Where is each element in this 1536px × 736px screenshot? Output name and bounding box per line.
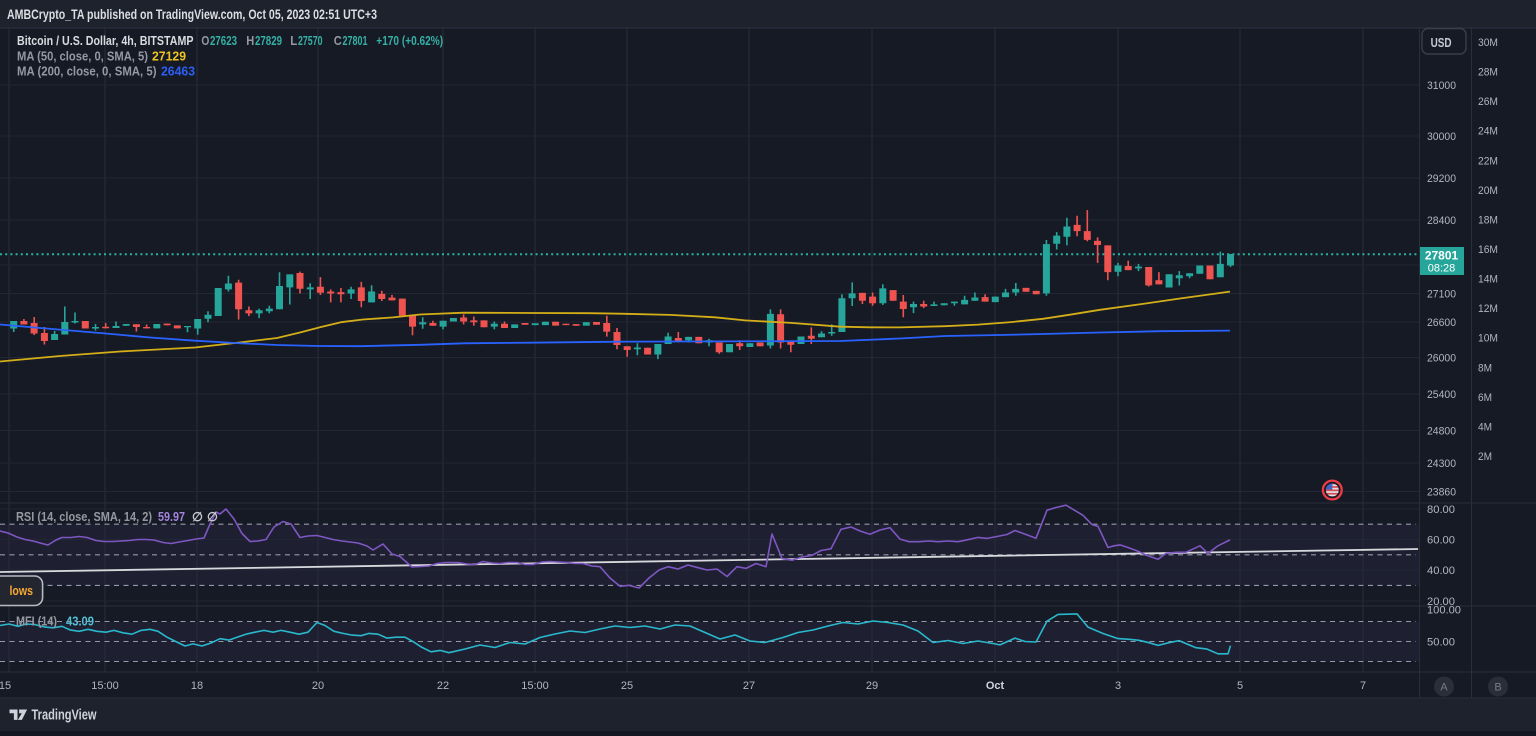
svg-text:15: 15 <box>0 680 11 692</box>
svg-text:60.00: 60.00 <box>1427 535 1455 547</box>
svg-text:H: H <box>246 33 254 48</box>
svg-text:15:00: 15:00 <box>521 680 549 692</box>
svg-text:50.00: 50.00 <box>1427 637 1455 649</box>
svg-text:43.09: 43.09 <box>66 614 94 629</box>
svg-text:12M: 12M <box>1478 303 1498 315</box>
svg-text:27801: 27801 <box>343 33 368 48</box>
svg-text:3: 3 <box>1115 680 1121 692</box>
svg-text:26000: 26000 <box>1427 353 1456 365</box>
svg-text:29: 29 <box>866 680 878 692</box>
svg-text:30M: 30M <box>1478 37 1498 49</box>
svg-text:5: 5 <box>1237 680 1243 692</box>
svg-text:24M: 24M <box>1478 126 1498 138</box>
svg-text:24300: 24300 <box>1427 458 1456 470</box>
svg-text:C: C <box>334 33 343 48</box>
svg-text:100.00: 100.00 <box>1427 605 1461 617</box>
svg-text:27570: 27570 <box>298 33 323 48</box>
svg-text:O: O <box>201 33 209 48</box>
svg-text:14M: 14M <box>1478 274 1498 286</box>
svg-text:MA (200, close, 0, SMA, 5): MA (200, close, 0, SMA, 5) <box>17 64 157 79</box>
svg-text:28M: 28M <box>1478 67 1498 79</box>
svg-text:Oct: Oct <box>986 680 1005 692</box>
svg-text:31000: 31000 <box>1427 80 1456 92</box>
svg-text:22: 22 <box>437 680 449 692</box>
svg-text:20: 20 <box>312 680 324 692</box>
svg-text:∅: ∅ <box>207 510 218 524</box>
svg-text:2M: 2M <box>1478 451 1492 463</box>
svg-text:80.00: 80.00 <box>1427 504 1455 516</box>
svg-text:TradingView: TradingView <box>32 708 98 724</box>
svg-text:RSI (14, close, SMA, 14, 2): RSI (14, close, SMA, 14, 2) <box>16 509 152 524</box>
svg-text:27829: 27829 <box>255 33 282 48</box>
svg-text:26463: 26463 <box>161 64 195 79</box>
svg-text:7: 7 <box>1360 680 1366 692</box>
svg-text:16M: 16M <box>1478 244 1498 256</box>
svg-text:26M: 26M <box>1478 96 1498 108</box>
svg-text:27: 27 <box>743 680 755 692</box>
svg-text:6M: 6M <box>1478 392 1492 404</box>
svg-text:USD: USD <box>1431 35 1452 50</box>
svg-text:29200: 29200 <box>1427 173 1456 185</box>
svg-text:08:28: 08:28 <box>1428 263 1456 275</box>
svg-text:A: A <box>1440 682 1448 694</box>
svg-text:20.00: 20.00 <box>1427 596 1455 608</box>
svg-text:MA (50, close, 0, SMA, 5): MA (50, close, 0, SMA, 5) <box>17 49 148 64</box>
svg-text:23860: 23860 <box>1427 487 1456 499</box>
svg-text:10M: 10M <box>1478 333 1498 345</box>
svg-text:27623: 27623 <box>210 33 237 48</box>
svg-text:59.97: 59.97 <box>158 509 185 524</box>
svg-text:L: L <box>290 33 297 48</box>
svg-text:22M: 22M <box>1478 155 1498 167</box>
svg-text:25: 25 <box>621 680 633 692</box>
svg-text:27801: 27801 <box>1425 249 1459 263</box>
svg-text:25400: 25400 <box>1427 389 1456 401</box>
svg-text:B: B <box>1494 682 1501 694</box>
svg-text:28400: 28400 <box>1427 215 1456 227</box>
svg-text:20M: 20M <box>1478 185 1498 197</box>
svg-text:∅: ∅ <box>192 510 203 524</box>
svg-text:15:00: 15:00 <box>91 680 119 692</box>
svg-text:Bitcoin / U.S. Dollar, 4h, BIT: Bitcoin / U.S. Dollar, 4h, BITSTAMP <box>17 33 194 48</box>
svg-text:lows: lows <box>10 583 34 598</box>
svg-text:AMBCrypto_TA published on Trad: AMBCrypto_TA published on TradingView.co… <box>7 7 377 22</box>
svg-text:+170 (+0.62%): +170 (+0.62%) <box>376 33 443 48</box>
svg-text:30000: 30000 <box>1427 131 1456 143</box>
svg-text:MFI (14): MFI (14) <box>16 614 57 629</box>
svg-text:24800: 24800 <box>1427 426 1456 438</box>
svg-text:26600: 26600 <box>1427 317 1456 329</box>
svg-text:8M: 8M <box>1478 362 1492 374</box>
svg-text:27100: 27100 <box>1427 289 1456 301</box>
svg-text:27129: 27129 <box>152 49 186 64</box>
svg-text:18: 18 <box>191 680 203 692</box>
svg-text:4M: 4M <box>1478 421 1492 433</box>
svg-text:18M: 18M <box>1478 214 1498 226</box>
svg-text:40.00: 40.00 <box>1427 565 1455 577</box>
